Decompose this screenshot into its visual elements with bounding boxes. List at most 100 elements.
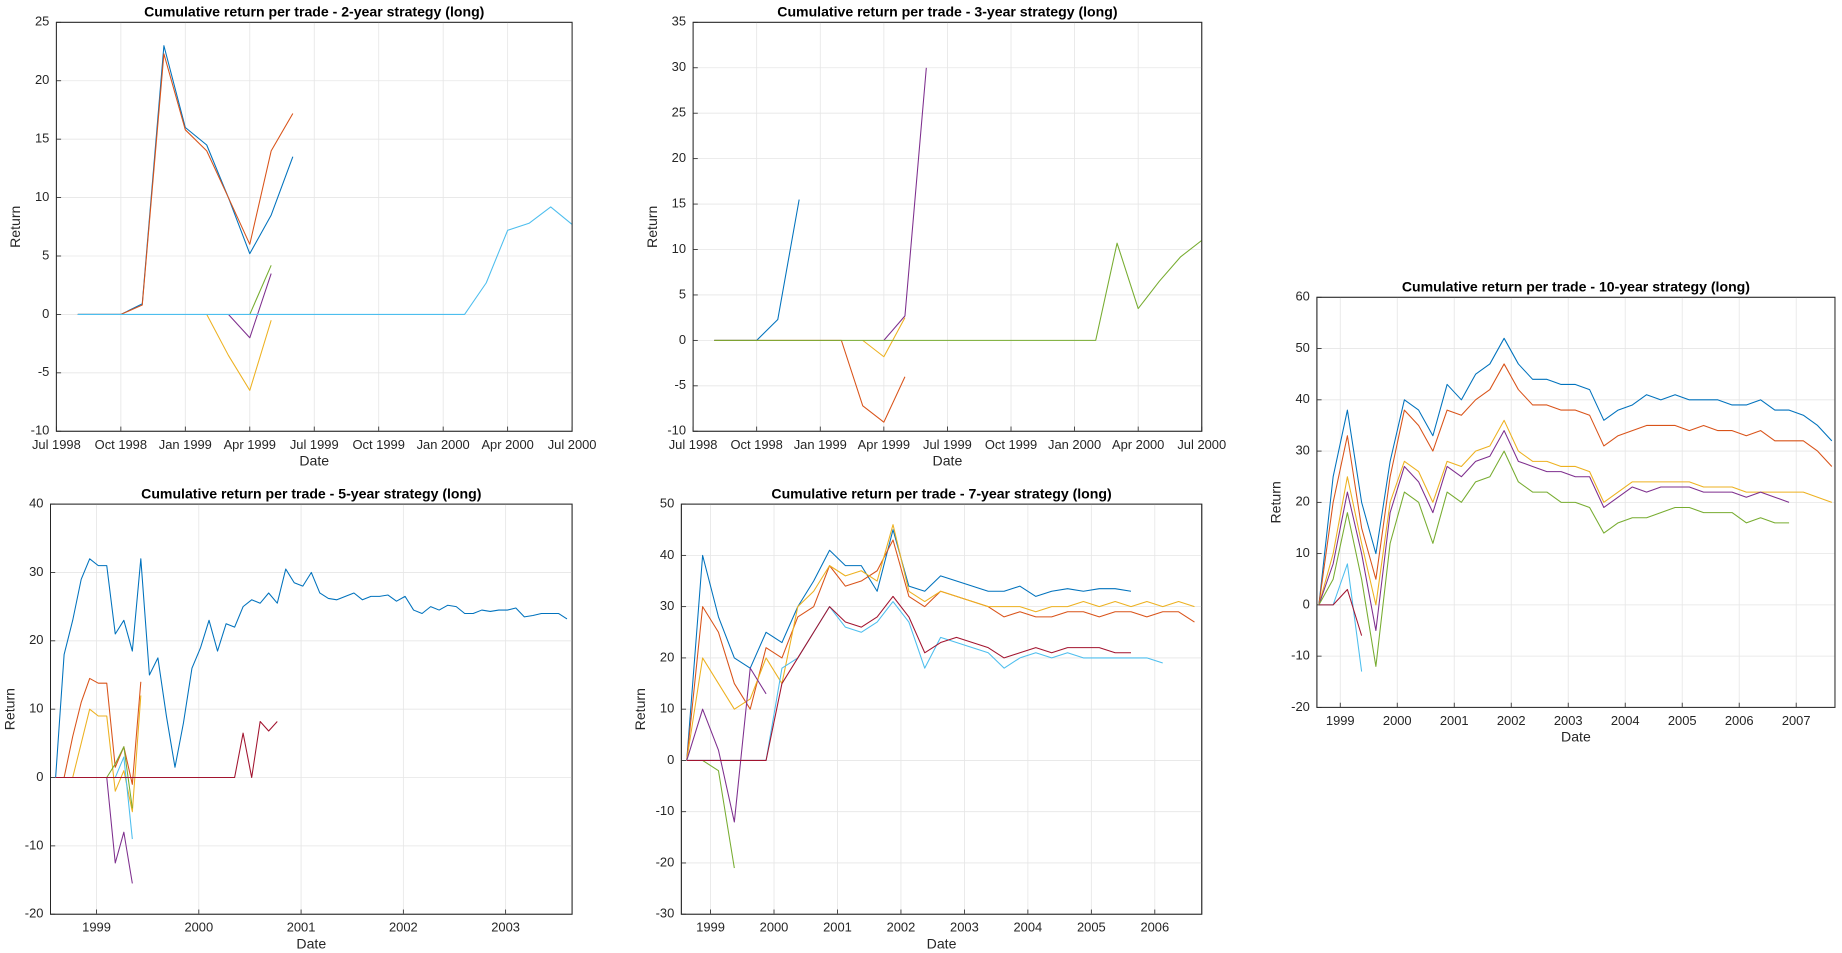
series-line (702, 759, 735, 869)
plot-frame (680, 503, 1203, 915)
series-line (686, 529, 1132, 761)
chart-title: Cumulative return per trade - 3-year str… (777, 4, 1117, 20)
x-tick-label: Jul 1998 (669, 437, 718, 452)
y-tick-label: 0 (679, 332, 686, 347)
x-tick-label: 2004 (1611, 713, 1640, 728)
y-tick-label: 25 (672, 105, 686, 120)
x-tick-label: 2001 (1440, 713, 1469, 728)
chart: 1999 2000 2001 2002 2003 2004 2005 2006 2007 -20 -… (1268, 279, 1836, 745)
x-tick-label: 2002 (389, 920, 418, 935)
series-line (55, 677, 142, 785)
chart: 1999 2000 2001 2002 2003 2004 2005 2006 -30 -20 -1… (632, 485, 1203, 951)
x-tick-label: 2003 (950, 920, 979, 935)
y-axis-label: Return (1268, 481, 1284, 523)
y-tick-label: 10 (29, 701, 43, 716)
series-line (1318, 337, 1833, 605)
y-tick-label: 15 (672, 195, 686, 210)
x-tick-label: 2000 (184, 920, 213, 935)
chart-title: Cumulative return per trade - 7-year str… (771, 485, 1111, 501)
y-tick-label: 35 (672, 14, 686, 29)
chart: Jul 1998 Oct 1998 Jan 1999 Apr 1999 Jul 1999… (7, 4, 596, 469)
x-axis-label: Date (296, 935, 326, 951)
series-line (55, 720, 278, 779)
x-tick-label: 2007 (1782, 713, 1811, 728)
x-tick-label: 2003 (1554, 713, 1583, 728)
y-tick-label: 30 (672, 59, 686, 74)
plot-frame (692, 21, 1203, 432)
x-axis-label: Date (1561, 729, 1591, 745)
x-tick-label: Oct 1999 (353, 437, 405, 452)
y-axis-label: Return (644, 206, 660, 248)
y-tick-label: -5 (38, 364, 49, 379)
x-tick-label: Jul 1999 (923, 437, 972, 452)
y-tick-label: 50 (1295, 340, 1309, 355)
series-line (206, 314, 272, 391)
y-tick-label: 20 (672, 150, 686, 165)
series-line (77, 206, 573, 315)
chart: 1999 2000 2001 2002 2003 -20 -10 0 10 20 30 40 Cumul… (1, 485, 573, 951)
series-line (1318, 430, 1790, 632)
y-tick-label: -10 (1291, 648, 1310, 663)
x-tick-label: 2003 (491, 920, 520, 935)
x-tick-label: 1999 (82, 920, 111, 935)
y-tick-label: 10 (35, 189, 49, 204)
y-tick-label: 40 (29, 496, 43, 511)
y-tick-label: -10 (31, 423, 50, 438)
series-line (55, 558, 568, 778)
x-tick-label: Apr 2000 (481, 437, 533, 452)
y-tick-label: 10 (1295, 545, 1309, 560)
y-axis-label: Return (1, 688, 17, 730)
x-tick-label: 2002 (1497, 713, 1526, 728)
y-tick-label: 30 (660, 598, 674, 613)
y-tick-label: -10 (667, 423, 686, 438)
chart-title: Cumulative return per trade - 5-year str… (141, 485, 481, 501)
y-tick-label: 60 (1295, 289, 1309, 304)
series-line (862, 317, 906, 358)
series-line (249, 265, 272, 315)
x-tick-label: 2002 (887, 920, 916, 935)
y-tick-label: -20 (656, 854, 675, 869)
y-tick-label: 20 (35, 72, 49, 87)
y-tick-label: 20 (29, 632, 43, 647)
series-line (114, 756, 133, 840)
x-tick-label: Oct 1999 (985, 437, 1037, 452)
y-tick-label: 0 (36, 769, 43, 784)
plot-frame (50, 503, 573, 915)
x-tick-label: 2004 (1014, 920, 1043, 935)
x-tick-label: 1999 (696, 920, 725, 935)
x-tick-label: Jan 1999 (794, 437, 847, 452)
x-tick-label: Jan 2000 (1048, 437, 1101, 452)
x-tick-label: Apr 1999 (224, 437, 276, 452)
x-axis-label: Date (927, 935, 957, 951)
x-tick-label: 2006 (1140, 920, 1169, 935)
x-tick-label: 1999 (1326, 713, 1355, 728)
x-tick-label: Jul 1998 (32, 437, 81, 452)
y-tick-label: 40 (660, 547, 674, 562)
x-tick-label: 2000 (760, 920, 789, 935)
y-tick-label: -10 (656, 803, 675, 818)
chart-title: Cumulative return per trade - 10-year st… (1402, 279, 1750, 295)
y-tick-label: 30 (29, 564, 43, 579)
y-axis-label: Return (632, 688, 648, 730)
series-line (227, 273, 272, 339)
x-tick-label: Apr 1999 (858, 437, 910, 452)
y-tick-label: 20 (660, 649, 674, 664)
series-line (1318, 450, 1790, 667)
x-tick-label: Jul 2000 (548, 437, 597, 452)
x-tick-label: 2005 (1668, 713, 1697, 728)
x-tick-label: 2001 (823, 920, 852, 935)
y-tick-label: 0 (1303, 596, 1310, 611)
x-tick-label: 2006 (1725, 713, 1754, 728)
y-tick-label: -5 (675, 377, 686, 392)
y-tick-label: -20 (1291, 699, 1310, 714)
series-line (686, 595, 1131, 761)
y-tick-label: 30 (1295, 442, 1309, 457)
series-line (883, 67, 927, 341)
x-tick-label: Jan 1999 (159, 437, 212, 452)
y-tick-label: -30 (656, 906, 675, 921)
y-tick-label: 15 (35, 131, 49, 146)
y-axis-label: Return (7, 206, 23, 248)
y-tick-label: 40 (1295, 391, 1309, 406)
x-tick-label: 2005 (1077, 920, 1106, 935)
y-tick-label: 5 (42, 247, 49, 262)
